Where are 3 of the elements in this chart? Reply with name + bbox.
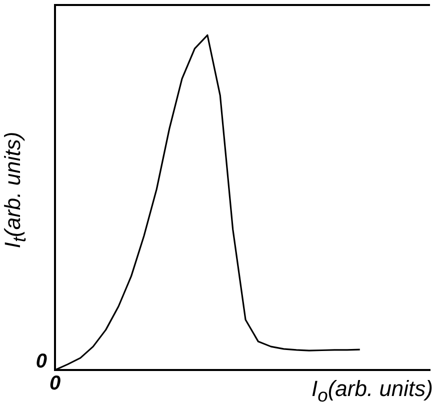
text: 0 <box>36 350 47 373</box>
text: 0 <box>49 372 61 395</box>
x-axis-title: I$_{o}$(arb. units) <box>312 376 433 406</box>
